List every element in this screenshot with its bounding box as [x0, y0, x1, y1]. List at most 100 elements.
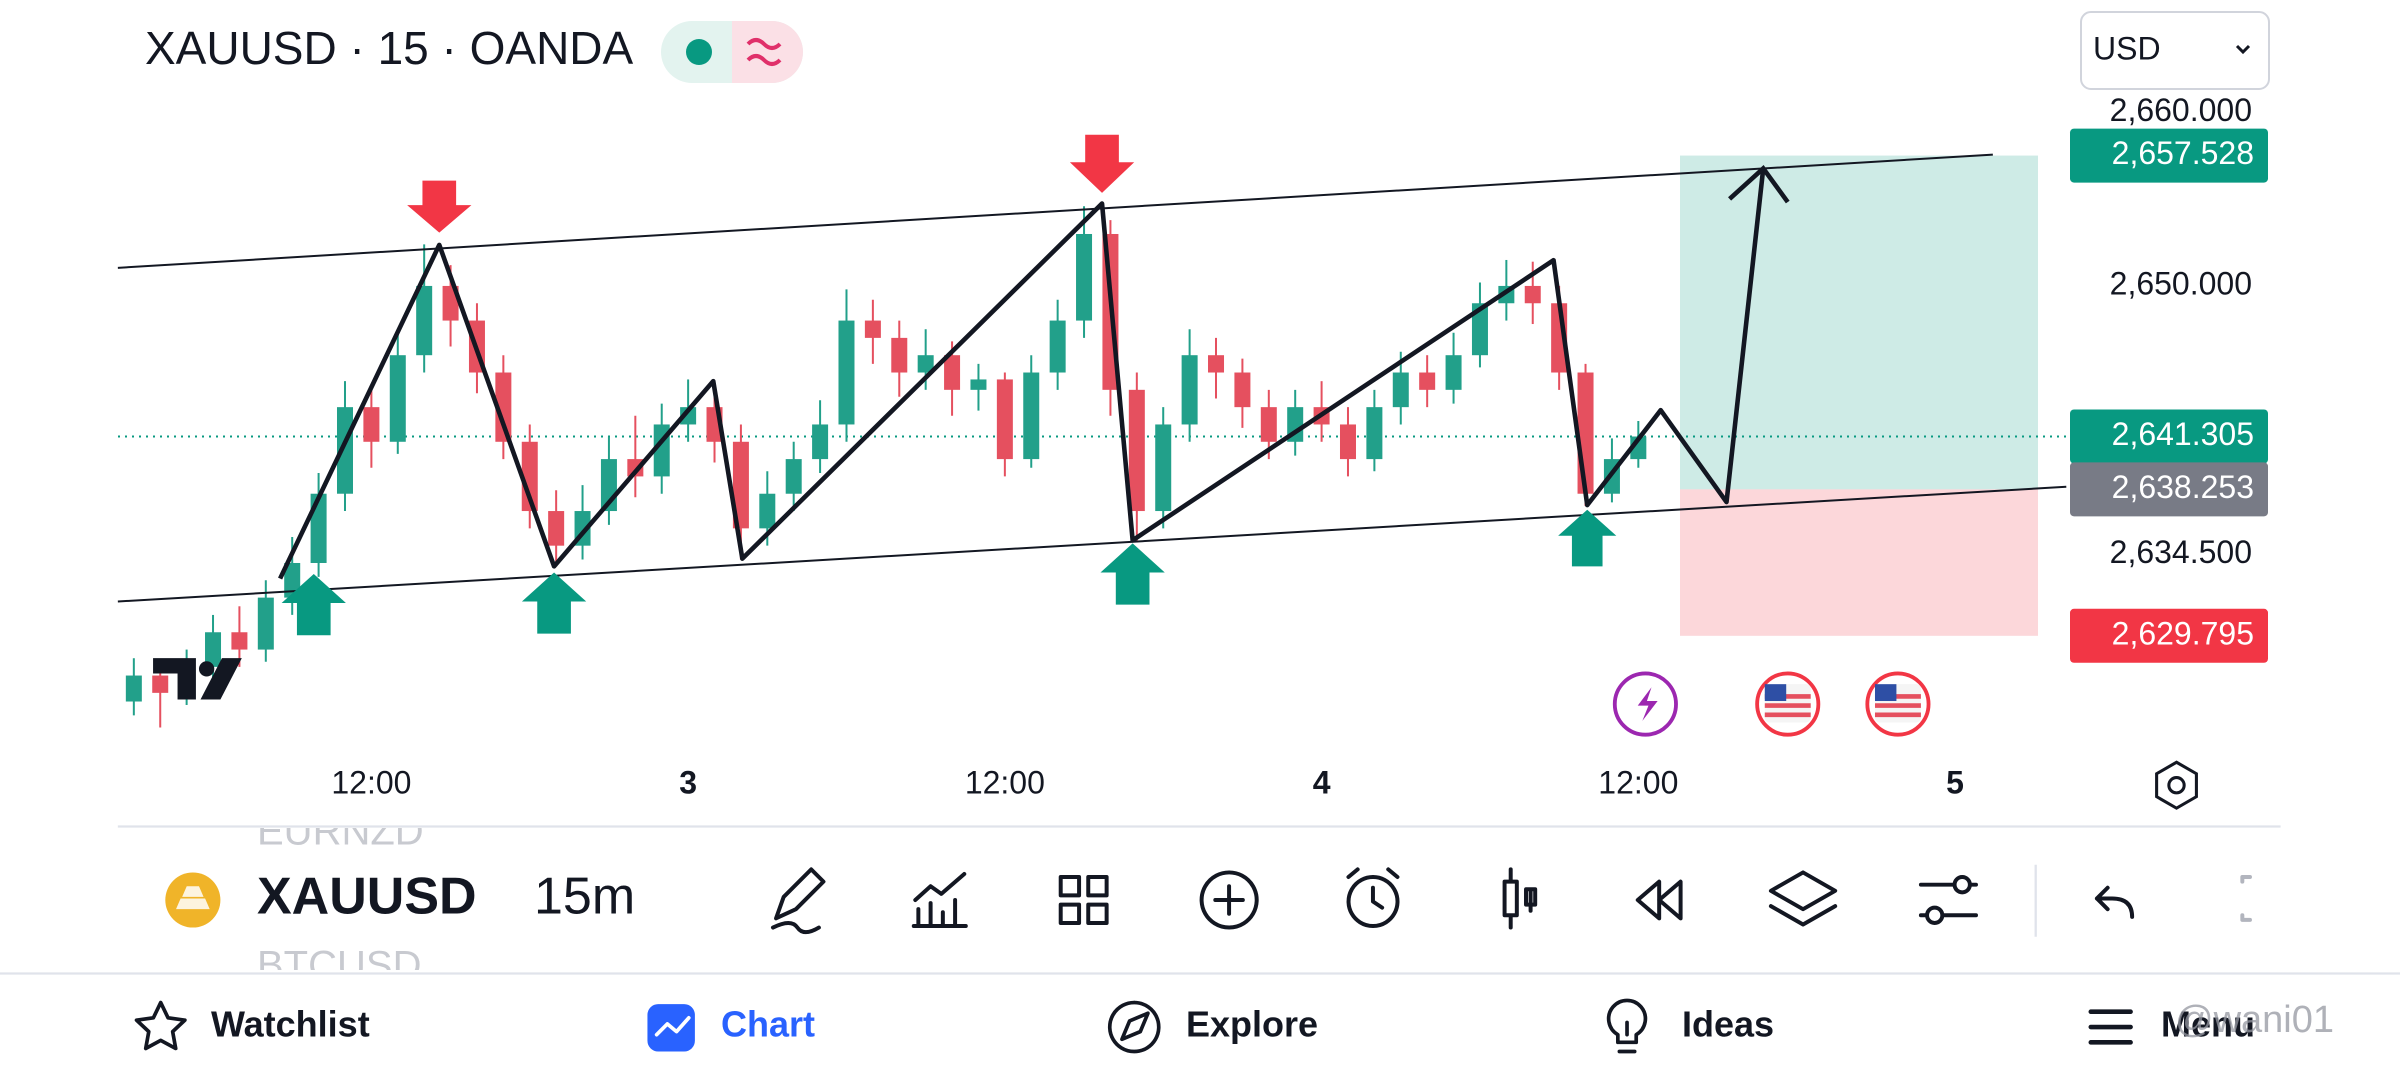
dropdown-box: [2080, 11, 2270, 90]
candle-body: [310, 493, 327, 563]
candle-body: [548, 511, 565, 546]
candle-body: [1419, 372, 1436, 390]
position-box: [118, 155, 2070, 636]
price-tag: [2070, 409, 2268, 464]
price-tag-label: 2,629.795: [2112, 615, 2254, 651]
candle-body: [1049, 320, 1066, 373]
watchlist-icon[interactable]: [134, 1000, 187, 1051]
symbol-list: EURNZD BTCUSD: [257, 810, 424, 988]
x-tick-label: 3: [679, 764, 697, 800]
templates[interactable]: [1058, 875, 1109, 925]
tv-logo: [153, 658, 242, 700]
knob: [1925, 905, 1945, 925]
undo[interactable]: [2094, 885, 2135, 919]
candle-body: [1260, 407, 1277, 442]
candle-body: [1339, 424, 1356, 460]
toolbar-icons: [770, 867, 2252, 935]
nav-menu[interactable]: Menu: [2161, 1004, 2255, 1045]
up-arrow: [281, 573, 346, 636]
up-arrow: [1100, 543, 1165, 605]
candle-body: [812, 424, 829, 460]
candle-body: [944, 355, 961, 390]
candle-body: [759, 493, 776, 529]
nav-icons: [134, 998, 2133, 1054]
ideas-icon[interactable]: [1606, 998, 1648, 1054]
candle-body: [389, 355, 406, 442]
currency-dropdown[interactable]: USD: [2080, 11, 2270, 90]
us-flag-event[interactable]: [1865, 671, 1931, 737]
arrowhead: [1728, 164, 1790, 204]
bars-style[interactable]: [1502, 867, 1538, 930]
candle-body: [1155, 424, 1172, 512]
settings-icon[interactable]: [2155, 760, 2198, 810]
candle-body: [996, 379, 1013, 460]
candle-body: [732, 441, 749, 529]
fullscreen[interactable]: [2240, 875, 2252, 922]
candle-body: [680, 407, 697, 425]
status-dot: [686, 39, 712, 65]
watermark: @wani01: [2175, 999, 2334, 1041]
nav-explore[interactable]: Explore: [1186, 1004, 1318, 1045]
zigzag-path: [278, 168, 1766, 580]
y-tick-label: 2,634.500: [2110, 534, 2252, 570]
explore-icon[interactable]: [1108, 1000, 1161, 1054]
candle-body: [152, 675, 169, 693]
candle-body: [1128, 389, 1145, 512]
candle-body: [1234, 372, 1251, 408]
prev-symbol[interactable]: EURNZD: [257, 810, 424, 854]
candle-body: [970, 379, 987, 390]
toolbar-interval[interactable]: 15m: [534, 868, 635, 926]
candle-body: [864, 320, 881, 338]
gold-bars: [176, 886, 210, 910]
price-tag: [2070, 608, 2268, 663]
next-symbol[interactable]: BTCUSD: [257, 944, 421, 988]
draw-tool[interactable]: [770, 867, 826, 935]
add[interactable]: [1199, 870, 1259, 930]
channel-lower: [117, 485, 2067, 603]
indicators[interactable]: [911, 871, 968, 929]
candle-body: [1471, 303, 1488, 356]
candle-body: [891, 337, 908, 373]
price-tag: [2070, 128, 2268, 183]
currency-label: USD: [2093, 30, 2161, 66]
us-flag-event[interactable]: [1755, 671, 1821, 737]
nav-chart[interactable]: Chart: [721, 1004, 815, 1045]
x-tick-label: 12:00: [1598, 764, 1678, 800]
nav-ideas[interactable]: Ideas: [1682, 1004, 1774, 1045]
price-tag-label: 2,657.528: [2112, 135, 2254, 171]
x-tick-label: 12:00: [965, 764, 1045, 800]
alert[interactable]: [1346, 867, 1400, 928]
candle-body: [1023, 372, 1040, 460]
x-tick-label: 12:00: [331, 764, 411, 800]
nav-watchlist[interactable]: Watchlist: [211, 1004, 370, 1045]
replay[interactable]: [1635, 879, 1683, 921]
candle-body: [1366, 407, 1383, 460]
price-tag: [2070, 462, 2268, 517]
candle-body: [205, 632, 222, 667]
toolbar-symbol[interactable]: XAUUSD: [257, 868, 477, 926]
candle-body: [231, 632, 248, 650]
candle-body: [1208, 355, 1225, 373]
price-tag-label: 2,641.305: [2112, 416, 2254, 452]
candle-body: [785, 459, 802, 494]
knob: [1952, 875, 1972, 895]
up-arrow: [1558, 509, 1617, 567]
x-tick-label: 4: [1313, 764, 1331, 800]
candle-body: [495, 372, 512, 442]
candle-body: [284, 562, 301, 598]
candle-body: [1181, 355, 1198, 425]
channel-upper: [117, 153, 1993, 269]
status-pill[interactable]: [661, 21, 803, 83]
down-arrow: [407, 180, 472, 233]
chart-glyph: [654, 1016, 691, 1037]
down-arrow: [1069, 134, 1135, 193]
candle-body: [257, 597, 274, 650]
menu-icon[interactable]: [2088, 1009, 2133, 1045]
layers[interactable]: [1768, 870, 1838, 927]
candle-body: [1524, 285, 1541, 304]
candle-body: [416, 285, 433, 356]
up-arrow: [521, 572, 587, 634]
candle-body: [1445, 355, 1462, 390]
candle-body: [363, 407, 380, 442]
